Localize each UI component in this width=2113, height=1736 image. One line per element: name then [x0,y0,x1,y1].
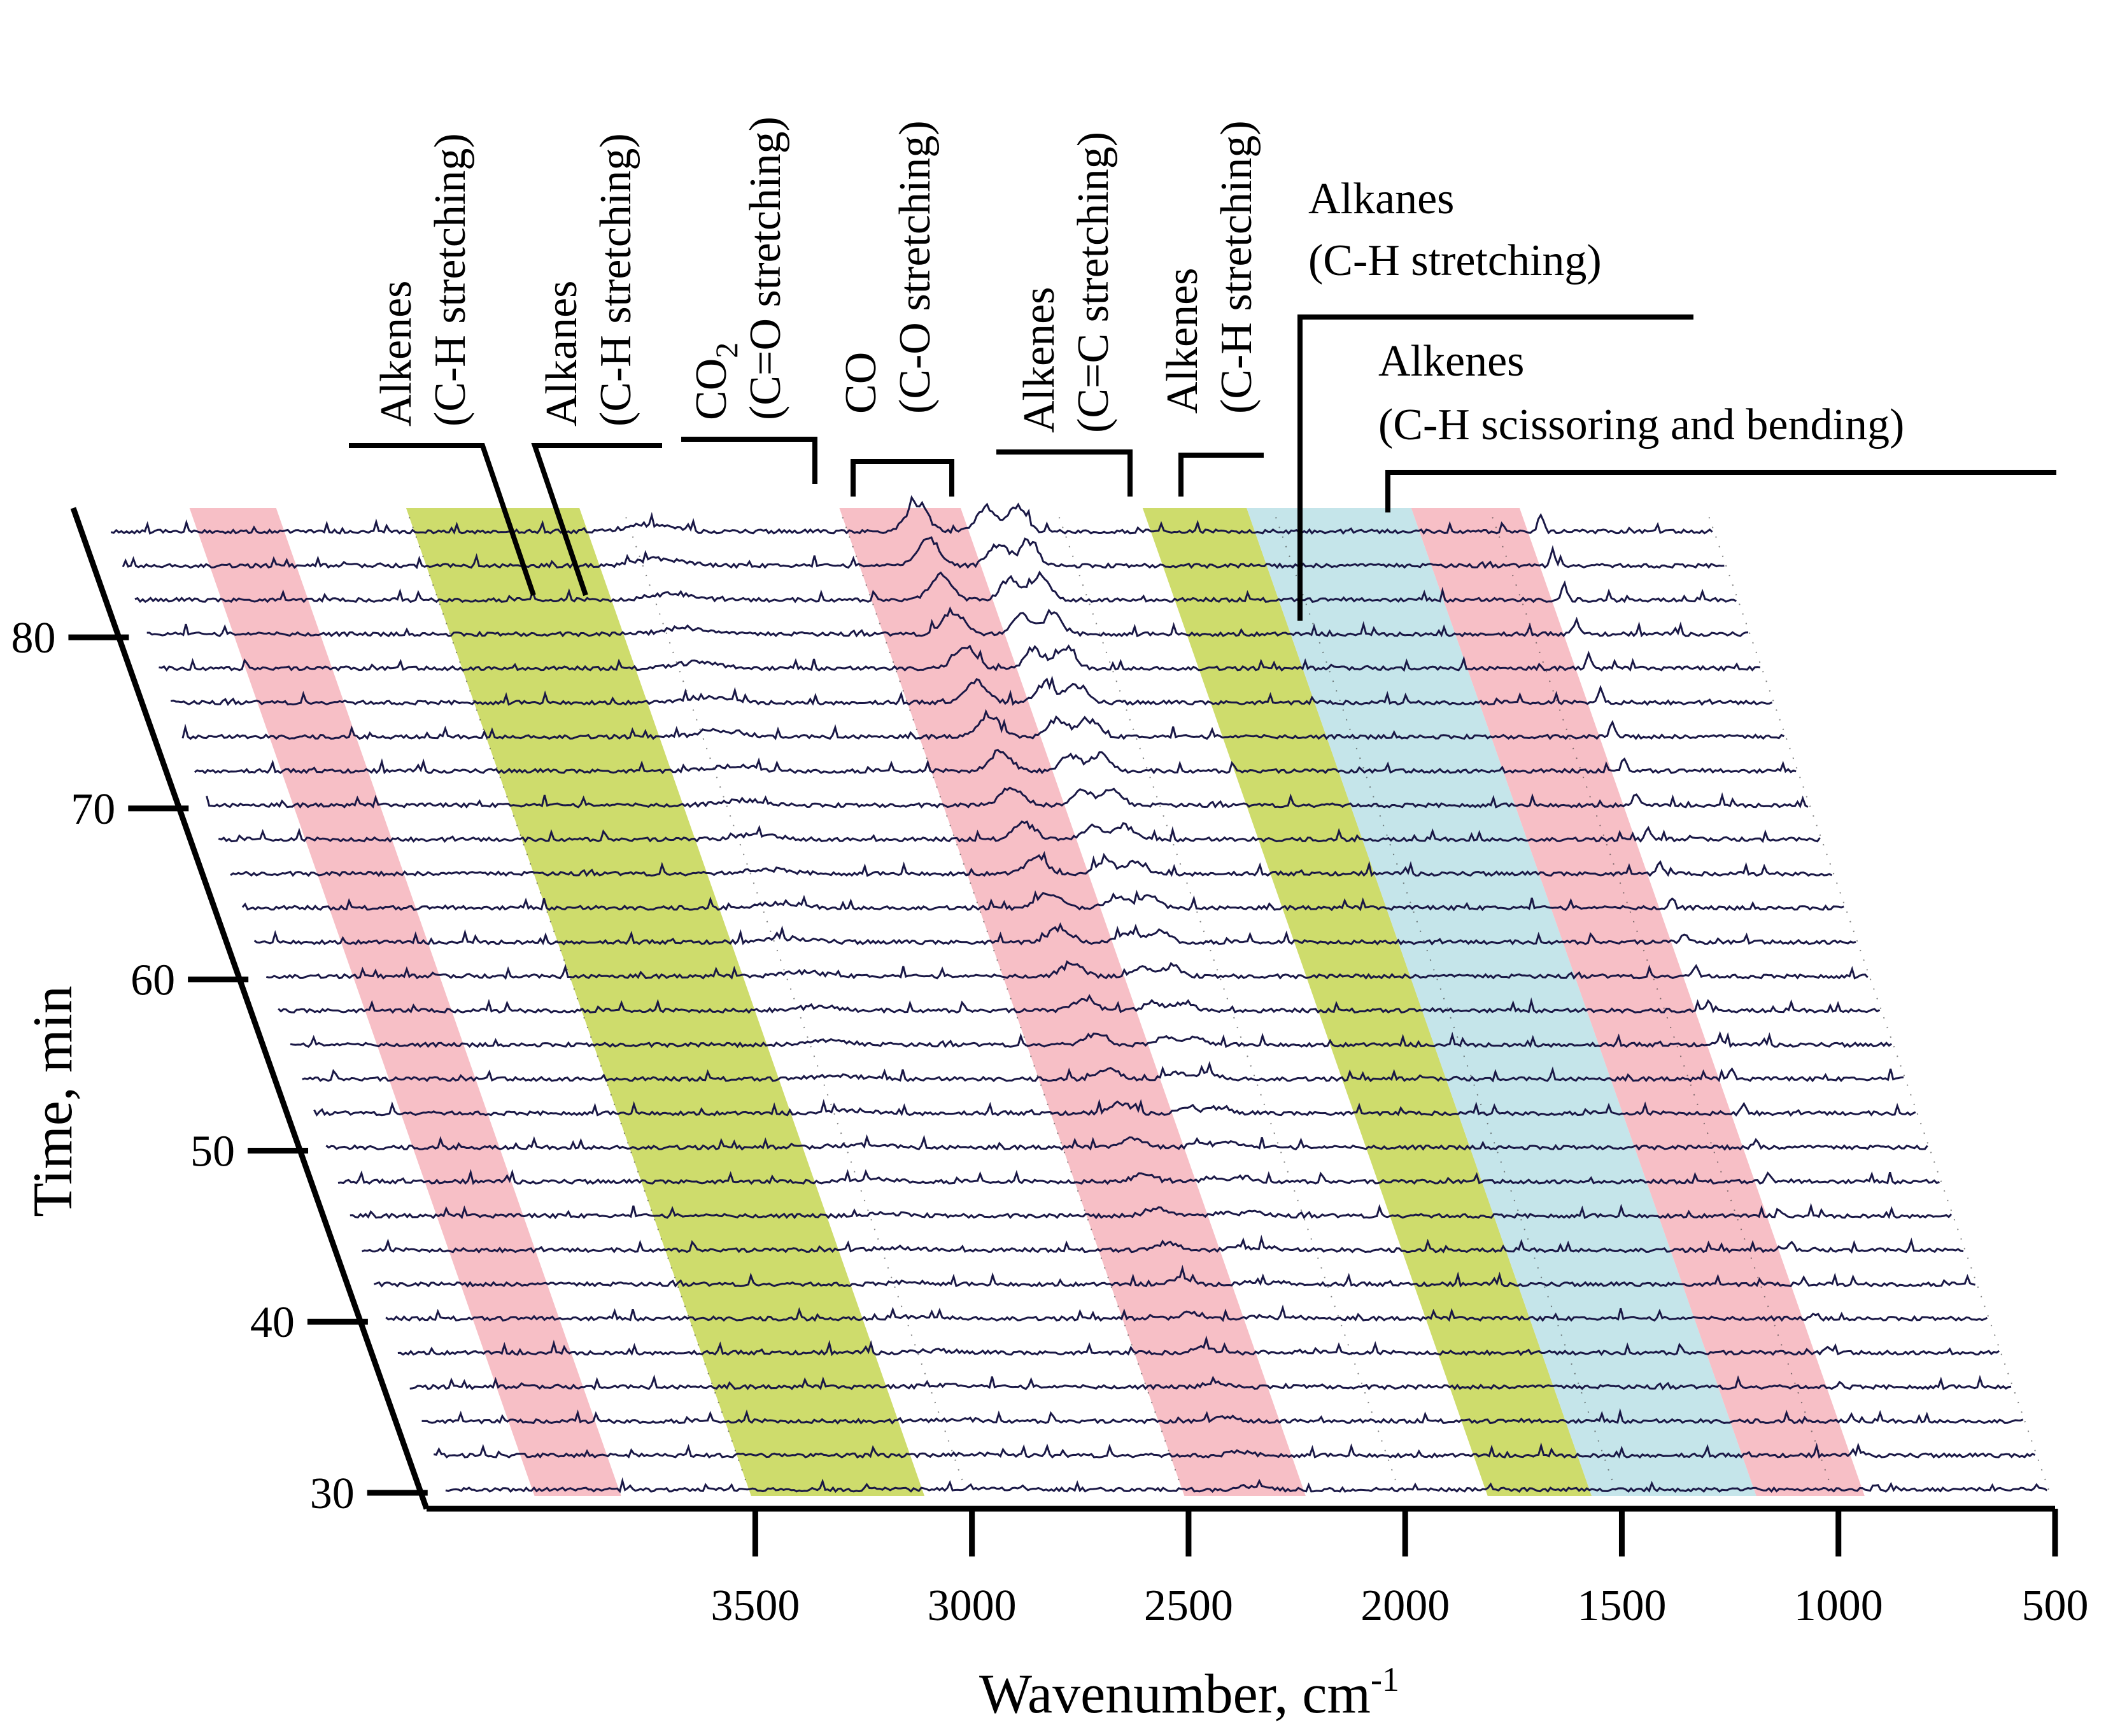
spectrum-64min [241,889,1844,912]
spectrum-86min [110,495,1713,535]
annotation-5-line2: (C-H stretching) [1212,120,1261,414]
annotation-5: Alkenes (C-H stretching) [1158,120,1261,414]
x-tick-label-3000: 3000 [928,1581,1017,1630]
spectrum-54min [302,1061,1904,1083]
spectrum-32min [433,1442,2036,1459]
spectrum-72min [194,749,1797,775]
x-tick-label-500: 500 [2022,1581,2089,1630]
annotation-2-line1: CO2 [687,342,744,420]
spectrum-82min [134,570,1737,603]
x-tick-label-2500: 2500 [1144,1581,1233,1630]
y-tick-label-30: 30 [310,1469,355,1518]
x-tick-label-2000: 2000 [1360,1581,1450,1630]
x-tick-label-1500: 1500 [1577,1581,1666,1630]
y-tick-label-70: 70 [71,785,115,834]
spectrum-48min [337,1169,1940,1185]
band-layer [189,508,2049,1496]
annotation-1: Alkanes (C-H stretching) [537,133,640,427]
annotation-1-leader [531,443,662,596]
band-0 [189,508,621,1496]
spectrum-50min [325,1134,1928,1151]
annotation-5-line1: Alkenes [1158,268,1207,414]
annotation-7-line1: Alkenes [1378,337,1524,386]
spectrum-80min [146,606,1749,638]
annotation-6-line1: Alkanes [1308,174,1454,223]
annotation-1-line2: (C-H stretching) [591,133,640,427]
annotation-7: Alkenes (C-H scissoring and bending) [1378,337,1904,449]
annotation-3-leader [851,459,954,497]
annotation-2-subscript: 2 [709,342,744,358]
annotation-2-leader [681,437,817,484]
spectrum-66min [230,850,1833,877]
annotation-2: CO2(C=O stretching) [687,116,790,420]
annotation-0-line2: (C-H stretching) [426,133,475,427]
x-axis-title-text: Wavenumber, cm [979,1663,1371,1725]
x-tick-label-3500: 3500 [710,1581,800,1630]
y-tick-label-80: 80 [11,614,55,663]
spectrum-60min [266,960,1869,980]
spectrum-30min [445,1477,2048,1493]
annotation-5-leader [1178,453,1264,497]
annotation-6-line2: (C-H stretching) [1308,236,1602,285]
y-tick-label-50: 50 [190,1127,235,1176]
y-axis-line [70,507,430,1510]
annotation-layer: Alkenes (C-H stretching) Alkanes (C-H stret… [349,116,2056,621]
annotation-6-leader [1297,314,1693,621]
annotation-4-line2: (C=C stretching) [1069,132,1118,433]
spectrum-74min [181,709,1784,740]
annotation-0-leader [349,443,536,596]
spectrum-44min [362,1234,1964,1254]
annotation-2-line2: (C=O stretching) [741,116,790,420]
spectrum-38min [397,1335,2000,1357]
y-tick-label-60: 60 [131,956,175,1005]
spectrum-52min [313,1099,1916,1117]
annotation-4-leader [996,449,1133,497]
spectrum-34min [421,1408,2024,1425]
spectrum-70min [206,786,1809,809]
band-4 [1247,508,1756,1496]
y-tick-label-40: 40 [250,1298,295,1347]
annotation-7-line2: (C-H scissoring and bending) [1378,400,1904,449]
spectrum-84min [122,536,1725,570]
spectrum-58min [278,994,1881,1014]
annotation-3-line2: (C-O stretching) [891,120,940,414]
spectrum-42min [373,1264,1975,1288]
spectrum-78min [159,644,1761,672]
spectrum-40min [385,1304,1988,1322]
annotation-0: Alkenes (C-H stretching) [372,133,475,427]
annotation-3-line1: CO [837,352,886,414]
x-axis-title: Wavenumber, cm-1 [979,1660,1399,1725]
spectrum-56min [290,1031,1893,1048]
band-3 [1142,508,1592,1496]
spectrum-62min [253,922,1856,946]
x-tick-label-1000: 1000 [1794,1581,1883,1630]
spectrum-36min [409,1374,2012,1391]
annotation-4-line1: Alkenes [1015,287,1064,433]
spectrum-68min [218,820,1821,843]
annotation-4: Alkenes (C=C stretching) [1015,132,1118,433]
annotation-6: Alkanes (C-H stretching) [1308,174,1602,285]
axes-layer: 3500 3000 2500 2000 1500 1000 500 30 40 50 60 70 80 [11,507,2089,1630]
annotation-3: CO (C-O stretching) [837,120,940,414]
spectrum-46min [350,1203,1953,1220]
annotation-1-line1: Alkanes [537,281,586,427]
annotation-7-leader [1385,470,2056,512]
spectra-layer [110,495,2048,1493]
y-axis-title: Time, min [22,985,84,1217]
spectrum-76min [170,675,1773,707]
annotation-0-line1: Alkenes [372,281,421,427]
x-axis-title-superscript: -1 [1371,1660,1399,1698]
